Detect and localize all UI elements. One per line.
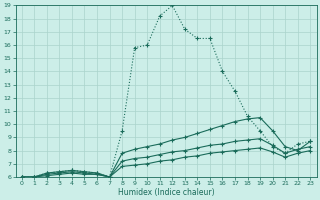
X-axis label: Humidex (Indice chaleur): Humidex (Indice chaleur) <box>118 188 214 197</box>
